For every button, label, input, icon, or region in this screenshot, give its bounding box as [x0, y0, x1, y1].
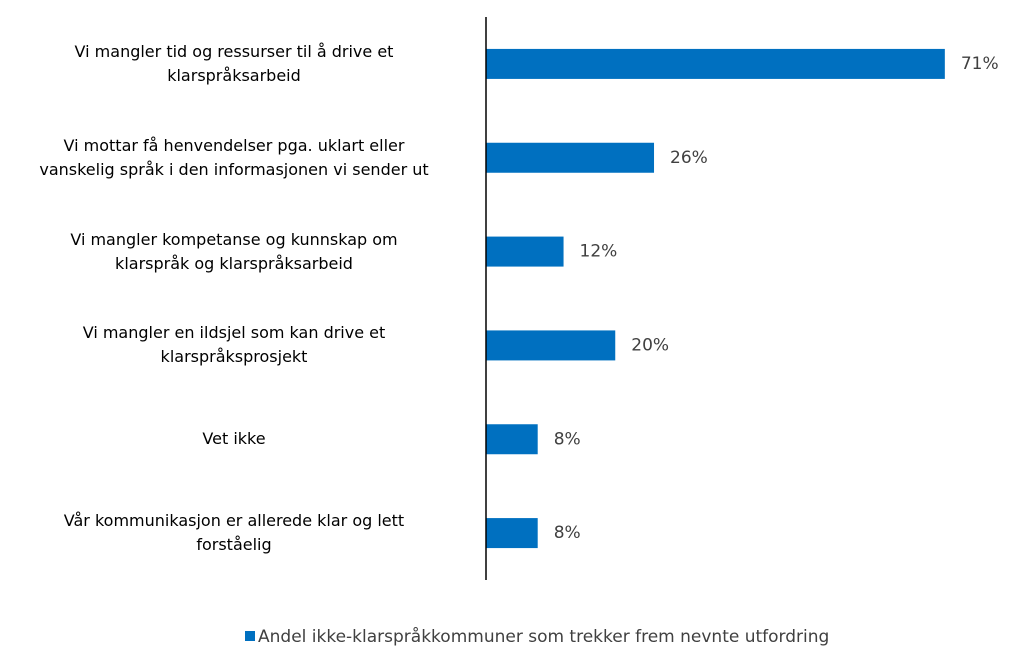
category-label: Vår kommunikasjon er allerede klar og le… [63, 511, 405, 555]
bar [486, 518, 538, 549]
data-label: 71% [961, 54, 999, 74]
data-label: 8% [554, 429, 581, 449]
bar [486, 142, 655, 173]
legend-label: Andel ikke-klarspråkkommuner som trekker… [258, 626, 829, 647]
bar [486, 236, 564, 267]
data-label: 20% [631, 335, 669, 355]
category-label: Vi mangler kompetanse og kunnskap om kla… [70, 229, 398, 273]
category-label: Vi mottar få henvendelser pga. uklart el… [39, 135, 429, 179]
category-label: Vi mangler tid og ressurser til å drive … [74, 41, 394, 85]
data-label: 8% [554, 523, 581, 543]
category-label: Vet ikke [202, 429, 266, 449]
legend-swatch [245, 631, 255, 641]
bar [486, 424, 538, 455]
data-label: 12% [580, 242, 618, 262]
bar [486, 330, 616, 361]
category-label: Vi mangler en ildsjel som kan drive et k… [82, 323, 386, 367]
data-label: 26% [670, 148, 708, 168]
bar [486, 48, 945, 79]
